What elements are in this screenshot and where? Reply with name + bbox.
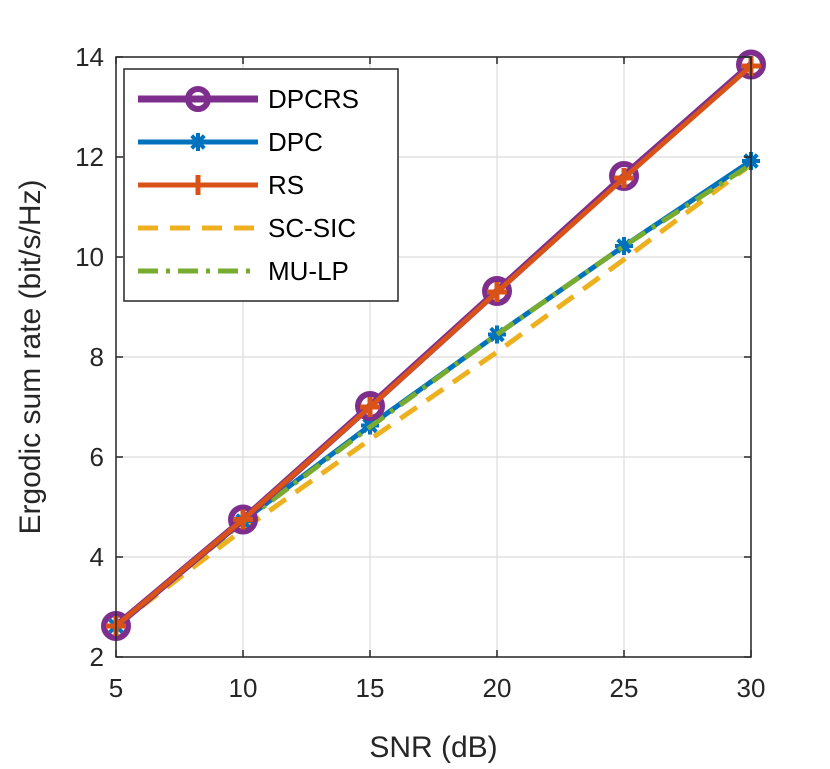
x-tick-label: 15	[356, 673, 385, 703]
x-axis-label: SNR (dB)	[369, 731, 497, 764]
series-layer	[101, 49, 766, 641]
data-point-rs	[614, 168, 634, 188]
circle-marker	[228, 504, 258, 535]
legend-label: DPC	[268, 127, 323, 157]
series-line-rs	[114, 64, 753, 628]
data-point-dpcrs	[228, 504, 258, 535]
legend-label: SC-SIC	[268, 213, 356, 243]
y-tick-label: 14	[75, 42, 104, 72]
legend-marker	[189, 133, 207, 151]
y-axis-label: Ergodic sum rate (bit/s/Hz)	[14, 179, 47, 534]
y-tick-label: 10	[75, 242, 104, 272]
legend-label: DPCRS	[268, 84, 359, 114]
legend-label: RS	[268, 170, 304, 200]
legend-item-rs: RS	[138, 170, 304, 200]
legend-marker	[185, 86, 211, 112]
x-tick-label: 5	[109, 673, 123, 703]
data-point-rs	[233, 509, 253, 530]
y-tick-label: 4	[90, 542, 104, 572]
x-tick-label: 20	[483, 673, 512, 703]
data-point-dpcrs	[482, 276, 512, 306]
circle-marker	[185, 86, 211, 112]
ticks: 5 10 15 20 25 30 2 4 6 8 10 12 14	[75, 42, 765, 703]
x-tick-label: 10	[229, 673, 258, 703]
y-tick-label: 8	[90, 342, 104, 372]
circle-marker	[355, 391, 385, 421]
legend-label: MU-LP	[268, 256, 349, 286]
legend-item-dpc: DPC	[138, 127, 323, 157]
y-tick-label: 12	[75, 142, 104, 172]
y-tick-label: 6	[90, 442, 104, 472]
circle-marker	[482, 276, 512, 306]
series-line-sc-sic	[114, 162, 753, 628]
x-tick-label: 25	[610, 673, 639, 703]
legend-item-sc-sic: SC-SIC	[138, 213, 356, 243]
y-tick-label: 2	[90, 642, 104, 672]
legend-marker	[188, 175, 208, 195]
data-point-rs	[360, 397, 380, 417]
asterisk-stroke	[190, 134, 206, 150]
x-tick-label: 30	[737, 673, 766, 703]
series-sc-sic	[114, 162, 753, 628]
data-point-rs	[487, 282, 507, 302]
legend-item-mu-lp: MU-LP	[138, 256, 349, 286]
legend-item-dpcrs: DPCRS	[138, 84, 359, 114]
data-point-dpcrs	[355, 391, 385, 421]
